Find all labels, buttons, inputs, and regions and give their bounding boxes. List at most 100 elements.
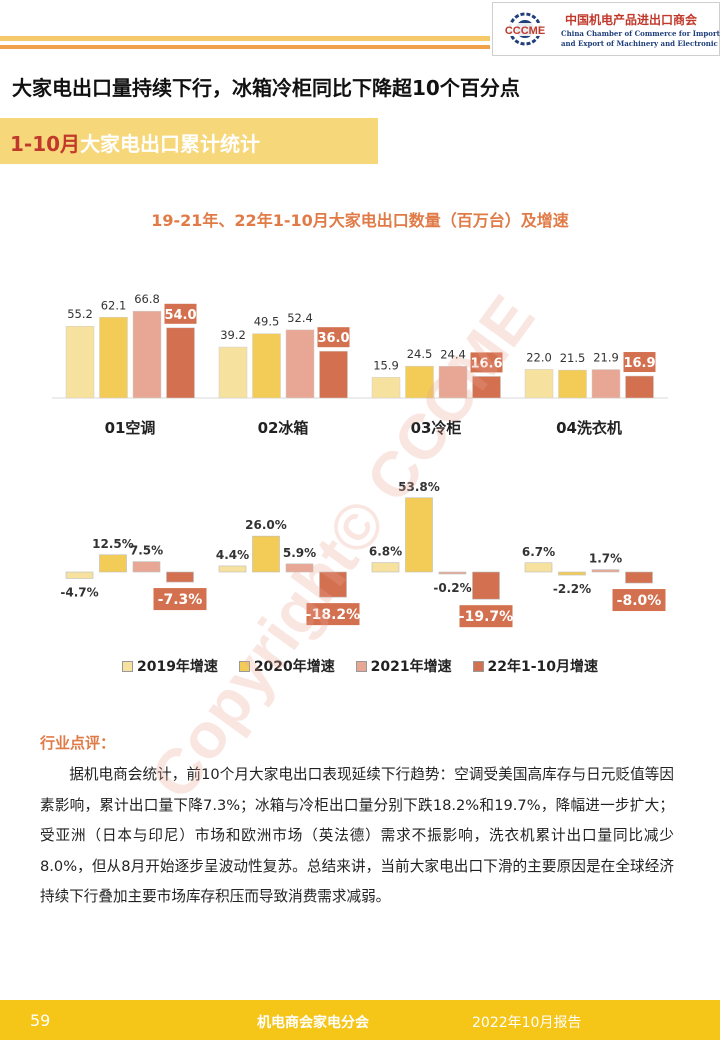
logo-english-name-line1: China Chamber of Commerce for Import	[561, 29, 720, 38]
growth-label-2022-2: -19.7%	[459, 609, 513, 625]
growth-label-bg-2022-3	[612, 589, 666, 612]
value-label-bg-2022-3	[623, 352, 656, 373]
value-label-2020-3: 21.5	[560, 351, 586, 365]
footer-report-date: 2022年10月报告	[472, 1015, 582, 1031]
growth-label-2022-0: -7.3%	[158, 592, 203, 608]
value-label-bg-2022-1	[317, 327, 350, 348]
logo-chinese-name: 中国机电产品进出口商会	[565, 13, 698, 27]
growth-label-bg-2022-2	[459, 605, 513, 628]
bar-2019-0	[65, 325, 95, 399]
legend-label-2021: 2021年增速	[370, 659, 452, 675]
legend-label-2019: 2019年增速	[136, 659, 218, 675]
value-label-2020-1: 49.5	[254, 315, 280, 329]
logo-english-name-line2: and Export of Machinery and Electronic P…	[561, 39, 720, 48]
growth-label-2020-0: 12.5%	[92, 537, 134, 551]
growth-label-2022-1: -18.2%	[306, 607, 360, 623]
legend-label-2020: 2020年增速	[253, 659, 335, 675]
value-label-2019-0: 55.2	[67, 307, 93, 321]
growth-bar-2019-0	[65, 571, 94, 579]
growth-bar-2019-3	[524, 562, 553, 573]
growth-bar-2022-2	[472, 571, 500, 600]
value-label-2019-3: 22.0	[526, 350, 552, 364]
growth-label-2020-1: 26.0%	[245, 518, 287, 532]
growth-label-2021-2: -0.2%	[433, 581, 471, 595]
value-label-2021-0: 66.8	[134, 292, 160, 306]
growth-label-2019-2: 6.8%	[369, 545, 402, 559]
growth-label-2020-2: 53.8%	[398, 480, 440, 494]
bar-2020-0	[99, 317, 128, 399]
logo-mark-text: CCCME	[505, 25, 545, 37]
bar-2020-3	[558, 369, 587, 399]
cccme-logo: CCCME 中国机电产品进出口商会 China Chamber of Comme…	[492, 2, 720, 56]
bar-2021-2	[438, 366, 468, 399]
value-label-2022-0: 54.0	[164, 308, 196, 323]
growth-label-2019-0: -4.7%	[60, 585, 98, 599]
bar-2022-2	[472, 376, 501, 399]
legend-label-2022: 22年1-10月增速	[487, 659, 599, 675]
growth-label-2022-3: -8.0%	[617, 593, 662, 609]
value-label-bg-2022-0	[164, 303, 197, 324]
value-label-2019-2: 15.9	[373, 358, 399, 372]
category-label-3: 04洗衣机	[556, 419, 622, 437]
category-label-0: 01空调	[105, 419, 156, 437]
chart-legend: 2019年增速 2020年增速 2021年增速 22年1-10月增速	[0, 656, 720, 676]
bar-2021-1	[285, 329, 315, 399]
bar-2021-3	[591, 369, 621, 399]
growth-bar-2021-3	[591, 569, 620, 573]
growth-bar-2019-2	[371, 562, 400, 573]
section-band	[0, 118, 378, 164]
growth-bar-2022-0	[166, 571, 194, 583]
section-title-highlight: 1-10月	[10, 132, 81, 156]
bar-2019-2	[371, 377, 401, 399]
growth-bar-2022-1	[319, 571, 347, 598]
bar-2019-1	[218, 346, 248, 399]
category-label-2: 03冷柜	[411, 419, 462, 437]
legend-item-2020: 2020年增速	[238, 656, 335, 676]
legend-item-2021: 2021年增速	[355, 656, 452, 676]
legend-swatch-2022	[472, 660, 484, 672]
growth-bar-2019-1	[218, 565, 247, 573]
growth-bar-2021-1	[285, 563, 314, 573]
bar-2020-1	[252, 333, 281, 399]
value-label-2021-2: 24.4	[440, 347, 466, 361]
header-accent-bar-lower	[0, 45, 490, 49]
growth-bar-2020-3	[558, 571, 586, 576]
growth-bar-2020-2	[405, 497, 433, 573]
bar-2021-0	[132, 310, 162, 399]
growth-label-2019-1: 4.4%	[216, 548, 249, 562]
page-number: 59	[30, 1011, 51, 1030]
bar-2022-1	[319, 350, 348, 399]
growth-label-bg-2022-0	[153, 588, 207, 611]
value-label-2021-3: 21.9	[593, 351, 619, 365]
value-label-2020-0: 62.1	[101, 298, 127, 312]
value-label-2019-1: 39.2	[220, 328, 246, 342]
value-label-2022-2: 16.6	[470, 356, 502, 371]
header-accent-bar	[0, 36, 490, 41]
export-chart: 55.2 62.1 66.8 54.0 01空调 39.2 49.5 52.4 36.0 02冰箱…	[52, 292, 668, 628]
legend-swatch-2021	[355, 660, 367, 672]
growth-label-2021-3: 1.7%	[589, 552, 622, 566]
footer-bar: 59 机电商会家电分会 2022年10月报告	[0, 1000, 720, 1040]
growth-bar-2020-1	[252, 535, 280, 573]
growth-bar-2020-0	[99, 554, 127, 573]
cccme-logo-icon: CCCME	[499, 12, 551, 46]
growth-label-bg-2022-1	[306, 603, 360, 626]
comment-body: 据机电商会统计，前10个月大家电出口表现延续下行趋势：空调受美国高库存与日元贬值…	[40, 766, 674, 905]
category-label-1: 02冰箱	[258, 419, 309, 437]
growth-label-2021-0: 7.5%	[130, 544, 163, 558]
value-label-2021-1: 52.4	[287, 311, 313, 325]
value-label-2020-2: 24.5	[407, 347, 433, 361]
value-label-2022-1: 36.0	[317, 331, 349, 346]
growth-label-2019-3: 6.7%	[522, 545, 555, 559]
bar-2020-2	[405, 365, 434, 399]
chart-title: 19-21年、22年1-10月大家电出口数量（百万台）及增速	[151, 211, 569, 230]
growth-label-2020-3: -2.2%	[553, 582, 591, 596]
legend-swatch-2020	[238, 660, 250, 672]
bar-2019-3	[524, 369, 554, 399]
value-label-bg-2022-2	[470, 352, 503, 373]
section-title: 1-10月大家电出口累计统计	[10, 128, 260, 157]
comment-heading: 行业点评：	[40, 734, 116, 752]
bar-2022-3	[625, 375, 654, 399]
growth-bar-2022-3	[625, 571, 653, 584]
footer-organization: 机电商会家电分会	[257, 1015, 369, 1031]
